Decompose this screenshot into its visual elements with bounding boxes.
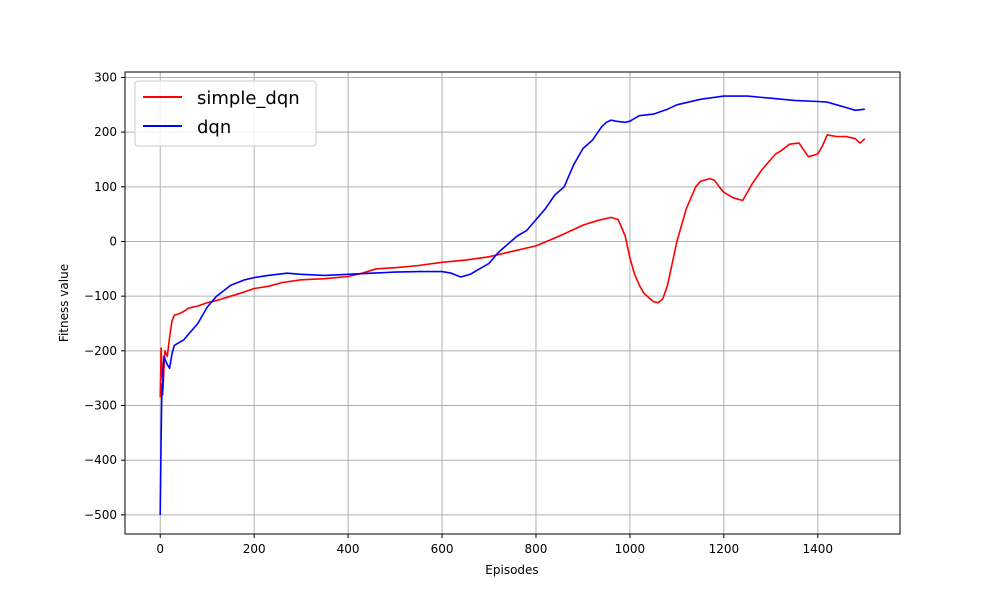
y-tick-label: −100 [84, 289, 117, 303]
y-tick-label: 200 [94, 125, 117, 139]
x-axis-label: Episodes [485, 563, 538, 577]
y-tick-label: 300 [94, 70, 117, 84]
y-tick-label: −500 [84, 508, 117, 522]
legend: simple_dqn dqn [134, 80, 317, 147]
y-tick-label: −300 [84, 399, 117, 413]
x-tick-label: 1000 [615, 542, 646, 556]
y-tick-label: 100 [94, 180, 117, 194]
y-tick-label: 0 [109, 234, 117, 248]
x-tick-label: 0 [156, 542, 164, 556]
series-lines [159, 95, 866, 515]
y-axis-label: Fitness value [57, 264, 71, 342]
series-line-simple-dqn [159, 134, 866, 398]
x-tick-label: 800 [525, 542, 548, 556]
x-axis-ticks: 0 200 400 600 800 1000 1200 1400 [156, 534, 833, 556]
grid [125, 72, 900, 534]
x-tick-label: 1400 [803, 542, 834, 556]
x-tick-label: 600 [431, 542, 454, 556]
series-line-dqn [159, 95, 865, 515]
y-tick-label: −200 [84, 344, 117, 358]
legend-label-simple-dqn: simple_dqn [197, 88, 300, 109]
x-tick-label: 1200 [709, 542, 740, 556]
x-tick-label: 400 [337, 542, 360, 556]
y-tick-label: −400 [84, 453, 117, 467]
legend-label-dqn: dqn [197, 117, 231, 138]
y-axis-ticks: −500 −400 −300 −200 −100 0 100 200 300 [84, 70, 125, 522]
plot-frame [124, 71, 901, 535]
x-tick-label: 200 [243, 542, 266, 556]
